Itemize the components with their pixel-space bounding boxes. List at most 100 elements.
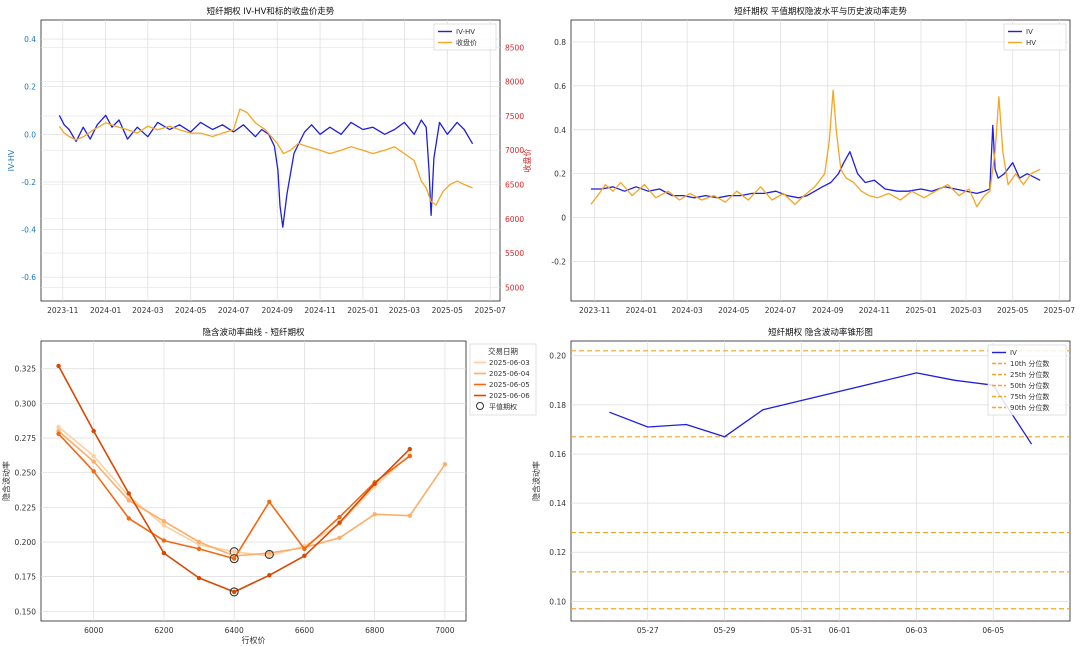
series-line <box>609 372 1033 445</box>
legend-label: 2025-06-04 <box>489 370 530 378</box>
x-tick-label: 6000 <box>84 626 103 635</box>
y2-tick-label: 5000 <box>505 283 524 292</box>
y-tick-label: -0.2 <box>551 257 566 266</box>
y2-tick-label: 6000 <box>505 215 524 224</box>
y-axis-label: 隐含波动率 <box>531 461 541 501</box>
data-point <box>91 469 96 474</box>
legend-label: 25th 分位数 <box>1010 370 1049 379</box>
plot-area <box>570 340 1071 622</box>
chart-title: 短纤期权 IV-HV和标的收盘价走势 <box>207 6 335 17</box>
data-point <box>91 459 96 464</box>
y2-tick-label: 8000 <box>505 78 524 87</box>
data-point <box>196 539 202 545</box>
legend-box <box>433 23 497 51</box>
x-tick-label: 2024-11 <box>859 306 891 315</box>
y-tick-label: 0.200 <box>15 538 37 547</box>
x-tick-label: 6600 <box>295 626 314 635</box>
data-point <box>337 520 342 525</box>
data-point <box>267 499 272 504</box>
y-tick-label: 0.14 <box>549 499 566 508</box>
data-point <box>337 535 342 541</box>
series-line <box>58 108 473 206</box>
x-tick-label: 6200 <box>154 626 173 635</box>
data-point <box>91 428 96 434</box>
data-point <box>231 549 237 554</box>
x-tick-label: 2024-09 <box>812 306 844 315</box>
y-tick-label: 0.300 <box>15 399 37 408</box>
legend-label: HV <box>1026 39 1036 47</box>
x-tick-label: 06-01 <box>829 626 851 635</box>
data-point <box>442 462 448 467</box>
legend-label: 2025-06-06 <box>489 392 530 400</box>
y-tick-label: 0.8 <box>554 38 566 47</box>
x-tick-label: 7000 <box>435 626 454 635</box>
legend-box <box>1003 23 1067 51</box>
legend: 交易日期 2025-06-03 2025-06-04 2025-06-05 2025-0… <box>469 343 537 416</box>
x-tick-label: 6800 <box>365 626 384 635</box>
data-point <box>302 546 307 552</box>
x-tick-label: 2024-01 <box>626 306 658 315</box>
y-tick-label: 0.10 <box>549 597 566 606</box>
series-line <box>58 430 446 557</box>
data-point <box>407 446 413 452</box>
data-point <box>372 512 377 517</box>
x-tick-label: 2024-05 <box>175 306 207 315</box>
x-tick-label: 2024-03 <box>132 306 164 315</box>
data-point <box>196 575 202 581</box>
x-tick-label: 2025-03 <box>389 306 421 315</box>
y-tick-label: -0.6 <box>21 273 36 282</box>
y-tick-label: 0.2 <box>24 83 36 92</box>
y-tick-label: 0.18 <box>549 401 566 410</box>
legend-label: 90th 分位数 <box>1010 403 1049 412</box>
data-point <box>56 431 61 437</box>
x-tick-label: 2025-05 <box>997 306 1029 315</box>
data-point <box>126 491 132 496</box>
x-tick-label: 2023-11 <box>579 306 611 315</box>
legend-label: 50th 分位数 <box>1010 381 1049 390</box>
y-tick-label: 0.0 <box>24 130 36 139</box>
y2-tick-label: 5500 <box>505 249 524 258</box>
chart-3: 6000 6200 6400 6600 6800 7000 0.325 0.300 0.275 0… <box>1 327 537 645</box>
y2-tick-label: 7000 <box>505 146 524 155</box>
data-point <box>56 424 61 430</box>
legend-label: 收盘价 <box>456 38 477 47</box>
data-point <box>231 556 237 561</box>
legend-atm-marker <box>476 402 484 410</box>
x-tick-label: 2024-01 <box>90 306 122 315</box>
legend-box <box>469 343 537 416</box>
x-tick-label: 06-03 <box>906 626 928 635</box>
x-axis-label: 行权价 <box>242 635 266 645</box>
data-point <box>161 550 167 556</box>
x-tick-label: 2024-03 <box>671 306 703 315</box>
series-line <box>58 114 474 228</box>
chart-title: 短纤期权 平值期权隐波水平与历史波动率走势 <box>734 6 907 17</box>
x-tick-label: 2025-03 <box>950 306 982 315</box>
x-tick-label: 06-05 <box>982 626 1004 635</box>
y-tick-label: 0.16 <box>549 450 566 459</box>
atm-marker <box>229 554 239 564</box>
x-tick-label: 2024-11 <box>304 306 336 315</box>
data-point <box>196 546 202 552</box>
x-tick-label: 2024-05 <box>718 306 750 315</box>
data-point <box>302 553 307 559</box>
data-point <box>161 518 167 524</box>
chart-1: 2023-11 2024-01 2024-03 2024-05 2024-07 2024-… <box>7 6 532 315</box>
chart-title: 隐含波动率曲线 - 短纤期权 <box>203 327 305 338</box>
y-tick-label: 0.250 <box>15 469 37 478</box>
data-point <box>56 363 61 369</box>
plot-area <box>40 340 467 622</box>
data-point <box>161 538 167 543</box>
x-tick-label: 2025-01 <box>905 306 937 315</box>
plot-area <box>570 19 1071 302</box>
chart-2: 2023-11 2024-01 2024-03 2024-05 2024-07 2024-… <box>551 6 1075 315</box>
x-tick-label: 2025-05 <box>432 306 464 315</box>
y2-tick-label: 8500 <box>505 43 524 52</box>
data-point <box>126 498 132 503</box>
legend: IV 10th 分位数 25th 分位数 50th 分位数 75th 分位数 90th 分… <box>987 344 1067 416</box>
data-point <box>407 453 413 459</box>
legend-title: 交易日期 <box>488 346 518 356</box>
x-tick-label: 05-31 <box>790 626 812 635</box>
x-tick-label: 2025-01 <box>347 306 379 315</box>
legend-label: IV <box>1010 349 1017 357</box>
